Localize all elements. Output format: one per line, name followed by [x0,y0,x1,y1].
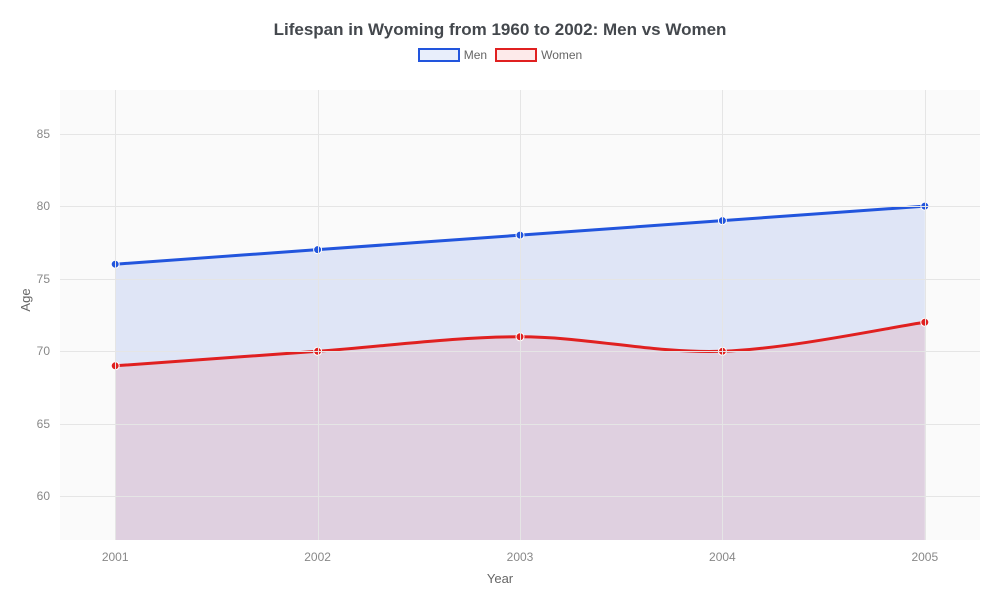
x-tick-label: 2003 [507,540,534,564]
gridline-v [115,90,116,540]
y-tick-label: 80 [37,199,60,213]
gridline-v [925,90,926,540]
y-tick-label: 70 [37,344,60,358]
legend-swatch-women [495,48,537,62]
legend-label-men: Men [464,48,487,62]
y-tick-label: 85 [37,127,60,141]
legend: Men Women [0,48,1000,72]
gridline-v [520,90,521,540]
plot-area: 60657075808520012002200320042005 [60,90,980,540]
x-tick-label: 2002 [304,540,331,564]
gridline-v [318,90,319,540]
x-axis-label: Year [487,571,513,586]
x-tick-label: 2001 [102,540,129,564]
y-tick-label: 65 [37,417,60,431]
chart-title: Lifespan in Wyoming from 1960 to 2002: M… [0,0,1000,48]
y-axis-label: Age [18,288,33,311]
x-tick-label: 2004 [709,540,736,564]
y-tick-label: 75 [37,272,60,286]
legend-label-women: Women [541,48,582,62]
plot-wrap: 60657075808520012002200320042005 [60,90,980,540]
legend-swatch-men [418,48,460,62]
x-tick-label: 2005 [911,540,938,564]
gridline-v [722,90,723,540]
chart-container: Lifespan in Wyoming from 1960 to 2002: M… [0,0,1000,600]
legend-item-men: Men [418,48,487,62]
y-tick-label: 60 [37,489,60,503]
legend-item-women: Women [495,48,582,62]
